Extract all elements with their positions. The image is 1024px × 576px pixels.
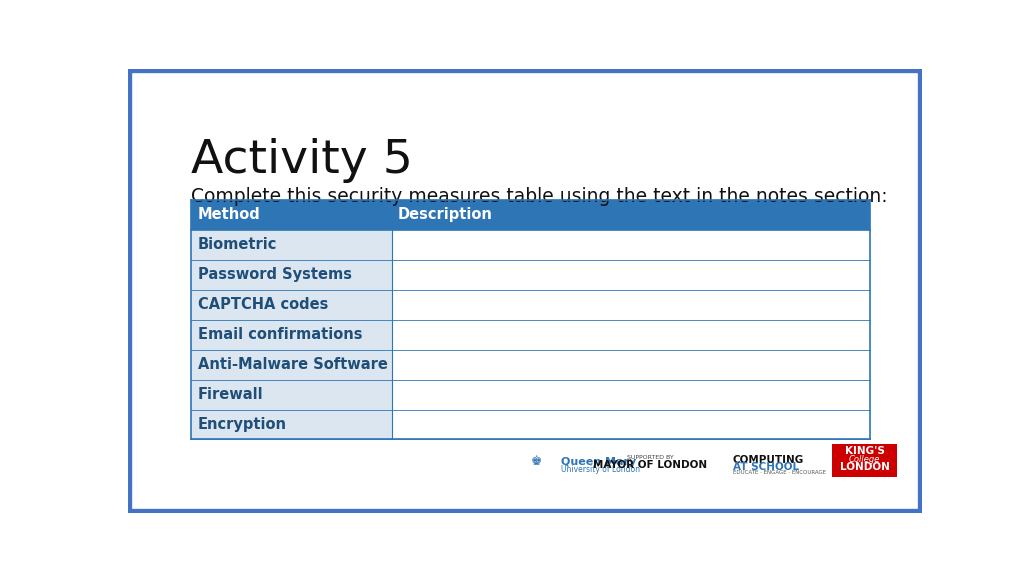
Text: EDUCATE · ENGAGE · ENCOURAGE: EDUCATE · ENGAGE · ENCOURAGE — [733, 470, 825, 475]
Text: LONDON: LONDON — [840, 463, 890, 472]
Text: KING'S: KING'S — [845, 446, 885, 456]
Text: Encryption: Encryption — [198, 417, 287, 432]
Text: Description: Description — [398, 207, 493, 222]
FancyBboxPatch shape — [391, 320, 870, 350]
Text: Email confirmations: Email confirmations — [198, 327, 362, 342]
FancyBboxPatch shape — [191, 290, 391, 320]
FancyBboxPatch shape — [191, 320, 391, 350]
Text: Queen Mary: Queen Mary — [560, 457, 636, 467]
Text: Password Systems: Password Systems — [198, 267, 352, 282]
Text: MAYOR OF LONDON: MAYOR OF LONDON — [593, 460, 708, 470]
Text: Anti-Malware Software: Anti-Malware Software — [198, 357, 388, 372]
FancyBboxPatch shape — [391, 260, 870, 290]
Text: COMPUTING: COMPUTING — [733, 455, 804, 465]
FancyBboxPatch shape — [391, 350, 870, 380]
FancyBboxPatch shape — [191, 380, 391, 410]
FancyBboxPatch shape — [191, 350, 391, 380]
FancyBboxPatch shape — [391, 230, 870, 260]
Text: Complete this security measures table using the text in the notes section:: Complete this security measures table us… — [191, 187, 888, 206]
Text: Biometric: Biometric — [198, 237, 278, 252]
FancyBboxPatch shape — [391, 410, 870, 439]
FancyBboxPatch shape — [191, 230, 391, 260]
FancyBboxPatch shape — [191, 410, 391, 439]
Text: AT SCHOOL: AT SCHOOL — [733, 461, 799, 472]
Text: University of London: University of London — [560, 465, 640, 473]
FancyBboxPatch shape — [391, 290, 870, 320]
Text: College: College — [849, 455, 881, 464]
Text: Firewall: Firewall — [198, 387, 263, 402]
Text: Activity 5: Activity 5 — [191, 138, 414, 183]
FancyBboxPatch shape — [391, 380, 870, 410]
FancyBboxPatch shape — [831, 444, 897, 477]
Text: SUPPORTED BY: SUPPORTED BY — [627, 455, 674, 460]
Text: CAPTCHA codes: CAPTCHA codes — [198, 297, 329, 312]
FancyBboxPatch shape — [191, 200, 870, 230]
Text: ♚: ♚ — [531, 455, 543, 468]
Text: Method: Method — [198, 207, 260, 222]
FancyBboxPatch shape — [191, 260, 391, 290]
